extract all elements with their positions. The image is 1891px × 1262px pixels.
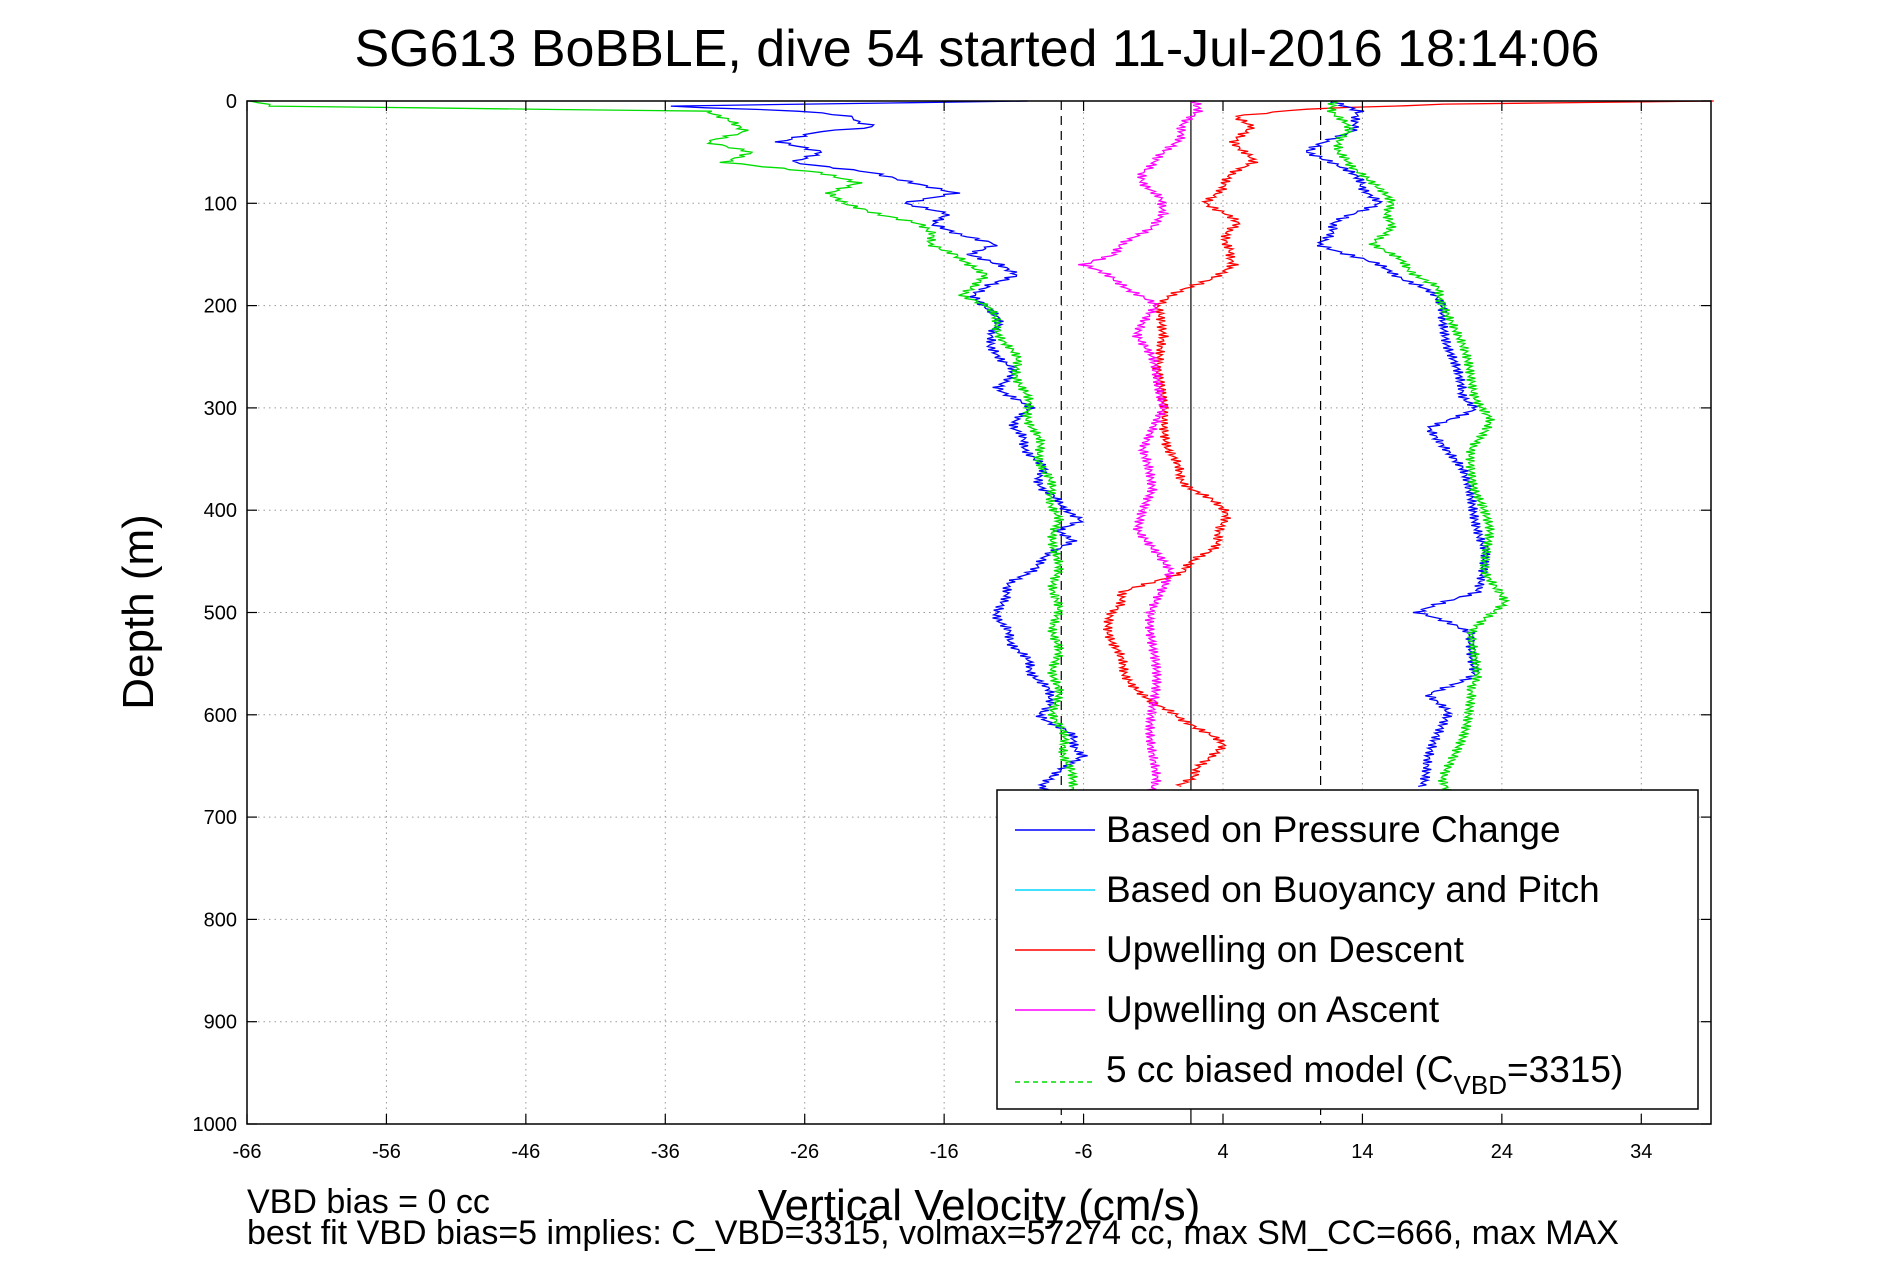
x-tick-label: -26 <box>790 1141 819 1163</box>
y-tick-label: 1000 <box>193 1114 238 1136</box>
series-layer <box>249 100 1714 798</box>
legend-label: Upwelling on Ascent <box>1106 989 1440 1030</box>
series-line <box>1103 100 1714 788</box>
legend-box <box>996 789 1699 1110</box>
x-tick-label: -46 <box>511 1141 540 1163</box>
y-axis-label: Depth (m) <box>114 514 163 710</box>
y-tick-label: 400 <box>204 500 237 522</box>
x-tick-label: -56 <box>372 1141 401 1163</box>
y-tick-label: 300 <box>204 398 237 420</box>
series-line <box>249 100 1078 798</box>
x-tick-label: -16 <box>930 1141 959 1163</box>
series-line <box>1326 100 1511 798</box>
y-tick-label: 100 <box>204 193 237 215</box>
series-line <box>670 100 1088 798</box>
y-tick-label: 700 <box>204 807 237 829</box>
y-axis-ticks: 0 100 200 300 400 500 600 700 800 900 1000 <box>193 91 1711 1136</box>
legend-label: Based on Pressure Change <box>1106 809 1561 850</box>
y-tick-label: 500 <box>204 603 237 625</box>
grid <box>247 101 1711 1124</box>
footer-line-2: best fit VBD bias=5 implies: C_VBD=3315,… <box>247 1214 1619 1252</box>
x-tick-label: -66 <box>233 1141 262 1163</box>
y-tick-label: 900 <box>204 1012 237 1034</box>
x-tick-label: 34 <box>1630 1141 1652 1163</box>
series-line <box>1306 100 1491 788</box>
x-axis-label: Vertical Velocity (cm/s) <box>758 1181 1201 1230</box>
y-tick-label: 0 <box>226 91 237 113</box>
y-tick-label: 600 <box>204 705 237 727</box>
footer-line-1: VBD bias = 0 cc <box>247 1183 490 1221</box>
legend-label: Based on Buoyancy and Pitch <box>1106 869 1600 910</box>
y-tick-label: 200 <box>204 296 237 318</box>
x-tick-label: 14 <box>1351 1141 1373 1163</box>
x-tick-label: -6 <box>1075 1141 1093 1163</box>
x-tick-label: 24 <box>1491 1141 1513 1163</box>
x-tick-label: 4 <box>1217 1141 1228 1163</box>
y-tick-label: 800 <box>204 909 237 931</box>
chart-title: SG613 BoBBLE, dive 54 started 11-Jul-201… <box>355 20 1600 78</box>
legend: Based on Pressure Change Based on Buoyanc… <box>996 789 1699 1110</box>
series-line <box>1078 100 1203 798</box>
x-tick-label: -36 <box>651 1141 680 1163</box>
legend-label: Upwelling on Descent <box>1106 929 1465 970</box>
x-axis-ticks: -66 -56 -46 -36 -26 -16 -6 4 14 24 34 <box>233 101 1652 1163</box>
